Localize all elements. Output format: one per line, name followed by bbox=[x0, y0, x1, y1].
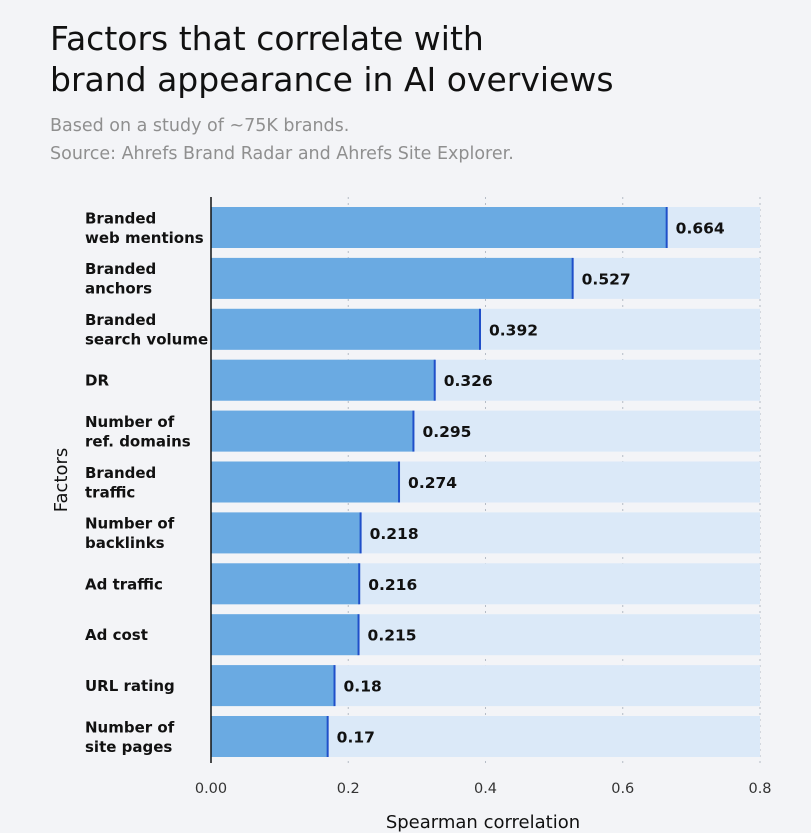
category-label: Branded web mentions bbox=[85, 209, 204, 247]
category-label: Number of site pages bbox=[85, 718, 175, 756]
x-tick-label: 0.00 bbox=[195, 781, 227, 797]
x-tick-label: 0.4 bbox=[474, 781, 497, 797]
data-label: 0.218 bbox=[370, 525, 419, 543]
x-tick-label: 0.6 bbox=[611, 781, 634, 797]
data-label: 0.392 bbox=[489, 321, 538, 339]
data-label: 0.664 bbox=[676, 220, 725, 238]
bar bbox=[211, 308, 481, 350]
category-label: Branded search volume bbox=[85, 311, 208, 349]
bar bbox=[211, 512, 361, 554]
category-label: Ad cost bbox=[85, 626, 148, 644]
bar bbox=[211, 207, 667, 248]
x-tick-label: 0.2 bbox=[337, 781, 360, 797]
y-axis-title: Factors bbox=[51, 448, 72, 512]
category-label: Number of backlinks bbox=[85, 515, 175, 553]
data-label: 0.527 bbox=[582, 270, 631, 288]
subtitle-line-2: Source: Ahrefs Brand Radar and Ahrefs Si… bbox=[50, 144, 514, 164]
data-label: 0.18 bbox=[344, 678, 382, 696]
bar bbox=[211, 716, 328, 757]
data-label: 0.215 bbox=[368, 627, 417, 645]
data-label: 0.17 bbox=[337, 729, 375, 747]
data-label: 0.295 bbox=[422, 423, 471, 441]
category-label: Branded traffic bbox=[85, 464, 156, 502]
x-axis-title: Spearman correlation bbox=[386, 812, 580, 833]
bar bbox=[211, 665, 335, 707]
category-label: Ad traffic bbox=[85, 575, 163, 593]
category-label: Number of ref. domains bbox=[85, 413, 191, 451]
chart-title-line-1: Factors that correlate with bbox=[50, 19, 484, 58]
data-label: 0.326 bbox=[444, 372, 493, 390]
chart-subtitle: Based on a study of ~75K brands. Source:… bbox=[50, 112, 514, 168]
data-label: 0.274 bbox=[408, 474, 457, 492]
subtitle-line-1: Based on a study of ~75K brands. bbox=[50, 116, 350, 136]
bar bbox=[211, 614, 359, 656]
category-label: Branded anchors bbox=[85, 260, 156, 298]
chart-title-line-2: brand appearance in AI overviews bbox=[50, 60, 614, 99]
bar bbox=[211, 257, 573, 299]
x-tick-label: 0.8 bbox=[748, 781, 771, 797]
bar bbox=[211, 563, 360, 605]
bar bbox=[211, 410, 414, 452]
chart-title: Factors that correlate with brand appear… bbox=[50, 18, 770, 100]
category-label: DR bbox=[85, 372, 109, 390]
bar bbox=[211, 461, 400, 503]
data-label: 0.216 bbox=[368, 576, 417, 594]
category-label: URL rating bbox=[85, 677, 175, 695]
bar bbox=[211, 359, 435, 401]
